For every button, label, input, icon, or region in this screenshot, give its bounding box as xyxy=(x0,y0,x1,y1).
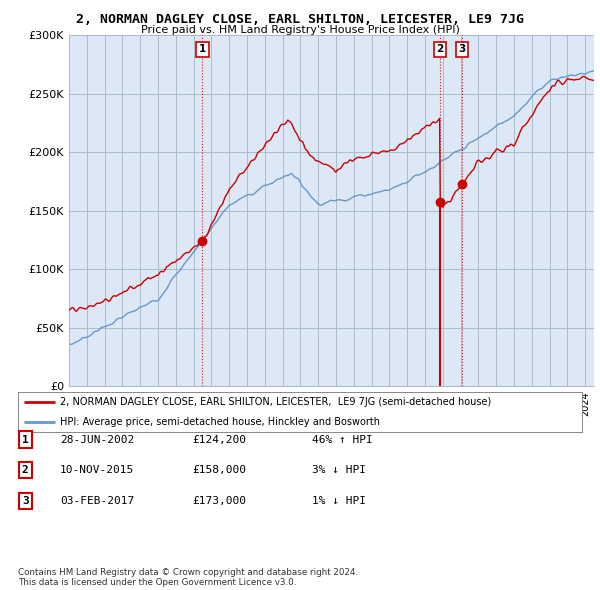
Text: Price paid vs. HM Land Registry's House Price Index (HPI): Price paid vs. HM Land Registry's House … xyxy=(140,25,460,35)
Text: £158,000: £158,000 xyxy=(192,466,246,475)
Text: HPI: Average price, semi-detached house, Hinckley and Bosworth: HPI: Average price, semi-detached house,… xyxy=(60,417,380,427)
Text: £124,200: £124,200 xyxy=(192,435,246,444)
Text: 1: 1 xyxy=(22,435,29,444)
Text: 2, NORMAN DAGLEY CLOSE, EARL SHILTON, LEICESTER,  LE9 7JG (semi-detached house): 2, NORMAN DAGLEY CLOSE, EARL SHILTON, LE… xyxy=(60,397,491,407)
Text: 46% ↑ HPI: 46% ↑ HPI xyxy=(312,435,373,444)
Text: 28-JUN-2002: 28-JUN-2002 xyxy=(60,435,134,444)
Text: 3: 3 xyxy=(22,496,29,506)
Text: 2: 2 xyxy=(437,44,444,54)
Text: 2: 2 xyxy=(22,466,29,475)
Text: 1: 1 xyxy=(199,44,206,54)
Text: 3% ↓ HPI: 3% ↓ HPI xyxy=(312,466,366,475)
Text: 1% ↓ HPI: 1% ↓ HPI xyxy=(312,496,366,506)
Text: 3: 3 xyxy=(458,44,466,54)
Text: Contains HM Land Registry data © Crown copyright and database right 2024.
This d: Contains HM Land Registry data © Crown c… xyxy=(18,568,358,587)
Text: £173,000: £173,000 xyxy=(192,496,246,506)
Text: 2, NORMAN DAGLEY CLOSE, EARL SHILTON, LEICESTER, LE9 7JG: 2, NORMAN DAGLEY CLOSE, EARL SHILTON, LE… xyxy=(76,13,524,26)
Text: 10-NOV-2015: 10-NOV-2015 xyxy=(60,466,134,475)
Text: 03-FEB-2017: 03-FEB-2017 xyxy=(60,496,134,506)
